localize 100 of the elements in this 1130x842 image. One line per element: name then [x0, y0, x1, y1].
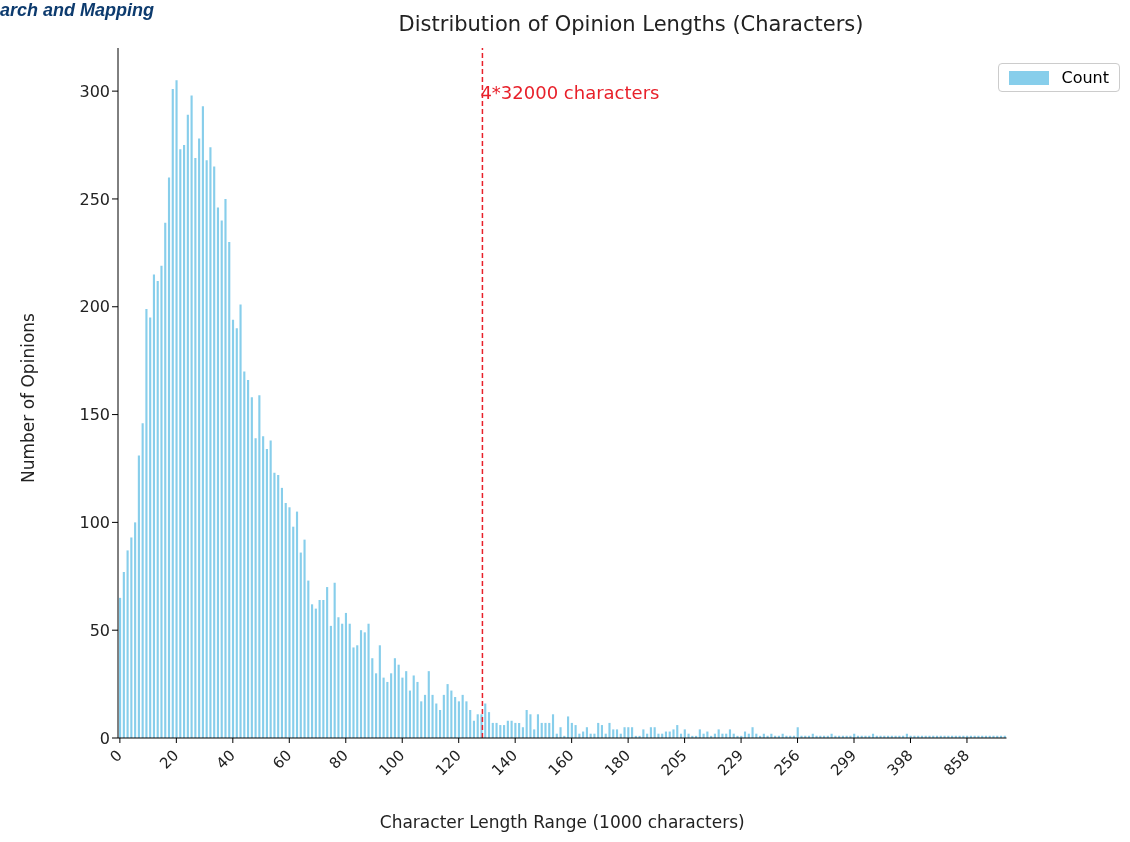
bar	[288, 507, 291, 738]
bar	[427, 671, 430, 738]
bar	[544, 722, 547, 738]
bar	[149, 317, 152, 738]
chart-title: Distribution of Opinion Lengths (Characters)	[398, 12, 864, 36]
bar	[258, 395, 261, 738]
bar	[269, 440, 272, 738]
bar	[175, 80, 178, 738]
y-tick-label: 100	[79, 513, 110, 533]
bar	[382, 677, 385, 738]
bar	[367, 623, 370, 738]
bar	[183, 145, 186, 738]
bar	[216, 207, 220, 738]
bar	[390, 673, 393, 738]
bar	[186, 114, 189, 738]
bar	[284, 502, 287, 738]
bar	[311, 604, 314, 738]
bar	[397, 664, 400, 738]
bar	[476, 714, 479, 738]
bar	[137, 455, 140, 738]
bar	[721, 733, 724, 738]
bar	[454, 697, 457, 738]
bar	[152, 274, 156, 738]
bar	[224, 198, 227, 738]
bar	[623, 727, 626, 738]
x-tick-label: 80	[325, 746, 352, 773]
x-tick-label: 120	[431, 746, 465, 780]
x-tick-label: 60	[269, 746, 296, 773]
bar	[329, 625, 332, 738]
bar	[446, 684, 449, 738]
bar	[190, 95, 193, 738]
bar	[469, 709, 472, 738]
y-tick-label: 300	[79, 81, 110, 101]
bar	[280, 487, 284, 738]
bar	[333, 582, 336, 738]
bar	[687, 733, 690, 738]
bar	[375, 673, 378, 738]
x-tick-label: 160	[544, 746, 578, 780]
x-tick-label: 0	[106, 746, 126, 766]
bar	[461, 694, 464, 738]
x-axis-title: Character Length Range (1000 characters)	[379, 812, 745, 832]
bar	[393, 658, 396, 738]
y-tick-label: 150	[79, 405, 110, 425]
y-tick-label: 200	[79, 297, 110, 317]
y-tick-label: 0	[99, 728, 110, 748]
bar	[201, 106, 204, 738]
bar	[239, 304, 242, 738]
y-axis-title: Number of Opinions	[18, 312, 39, 483]
bar	[608, 722, 611, 738]
bar	[751, 727, 754, 738]
bar	[559, 727, 562, 738]
bar	[348, 623, 351, 738]
bar	[672, 729, 675, 738]
bar	[130, 537, 133, 738]
bar	[145, 308, 148, 738]
bar	[295, 511, 299, 738]
bar	[164, 222, 167, 738]
bar	[247, 380, 250, 738]
text: arch and Mapping	[0, 0, 155, 21]
bar	[122, 571, 125, 738]
x-tick-label: 40	[212, 746, 239, 773]
bar	[344, 612, 348, 738]
bar	[551, 714, 555, 738]
bar	[134, 522, 137, 738]
bar	[277, 474, 280, 738]
bar	[487, 712, 491, 738]
bar	[423, 694, 427, 738]
bar	[529, 714, 532, 738]
bar	[231, 319, 235, 738]
bar	[567, 716, 570, 738]
x-tick-label: 858	[939, 746, 973, 780]
bar	[326, 587, 329, 738]
bar	[198, 138, 201, 738]
annotation: 4*32000 characters	[480, 81, 660, 103]
x-tick-label: 20	[156, 746, 183, 773]
legend-label: Count	[1061, 68, 1109, 87]
x-tick-label: 180	[601, 746, 635, 780]
bar	[250, 397, 253, 738]
bar	[536, 714, 540, 738]
bar	[386, 681, 389, 738]
bar	[412, 675, 415, 738]
bar	[359, 630, 363, 738]
bar	[495, 722, 498, 738]
y-tick-label: 250	[79, 189, 110, 209]
x-tick-label: 100	[375, 746, 409, 780]
x-tick-label: 140	[488, 746, 522, 780]
bar	[322, 600, 325, 738]
bar	[167, 177, 171, 738]
bar	[457, 701, 460, 738]
bar	[356, 645, 359, 738]
bar	[405, 671, 408, 738]
bar	[408, 690, 412, 738]
bar	[442, 694, 445, 738]
bar	[341, 623, 344, 738]
bar	[119, 597, 122, 738]
bar	[378, 645, 381, 738]
bar	[209, 147, 212, 738]
y-tick-label: 50	[89, 620, 110, 640]
bar	[314, 608, 317, 738]
bar	[318, 600, 321, 738]
